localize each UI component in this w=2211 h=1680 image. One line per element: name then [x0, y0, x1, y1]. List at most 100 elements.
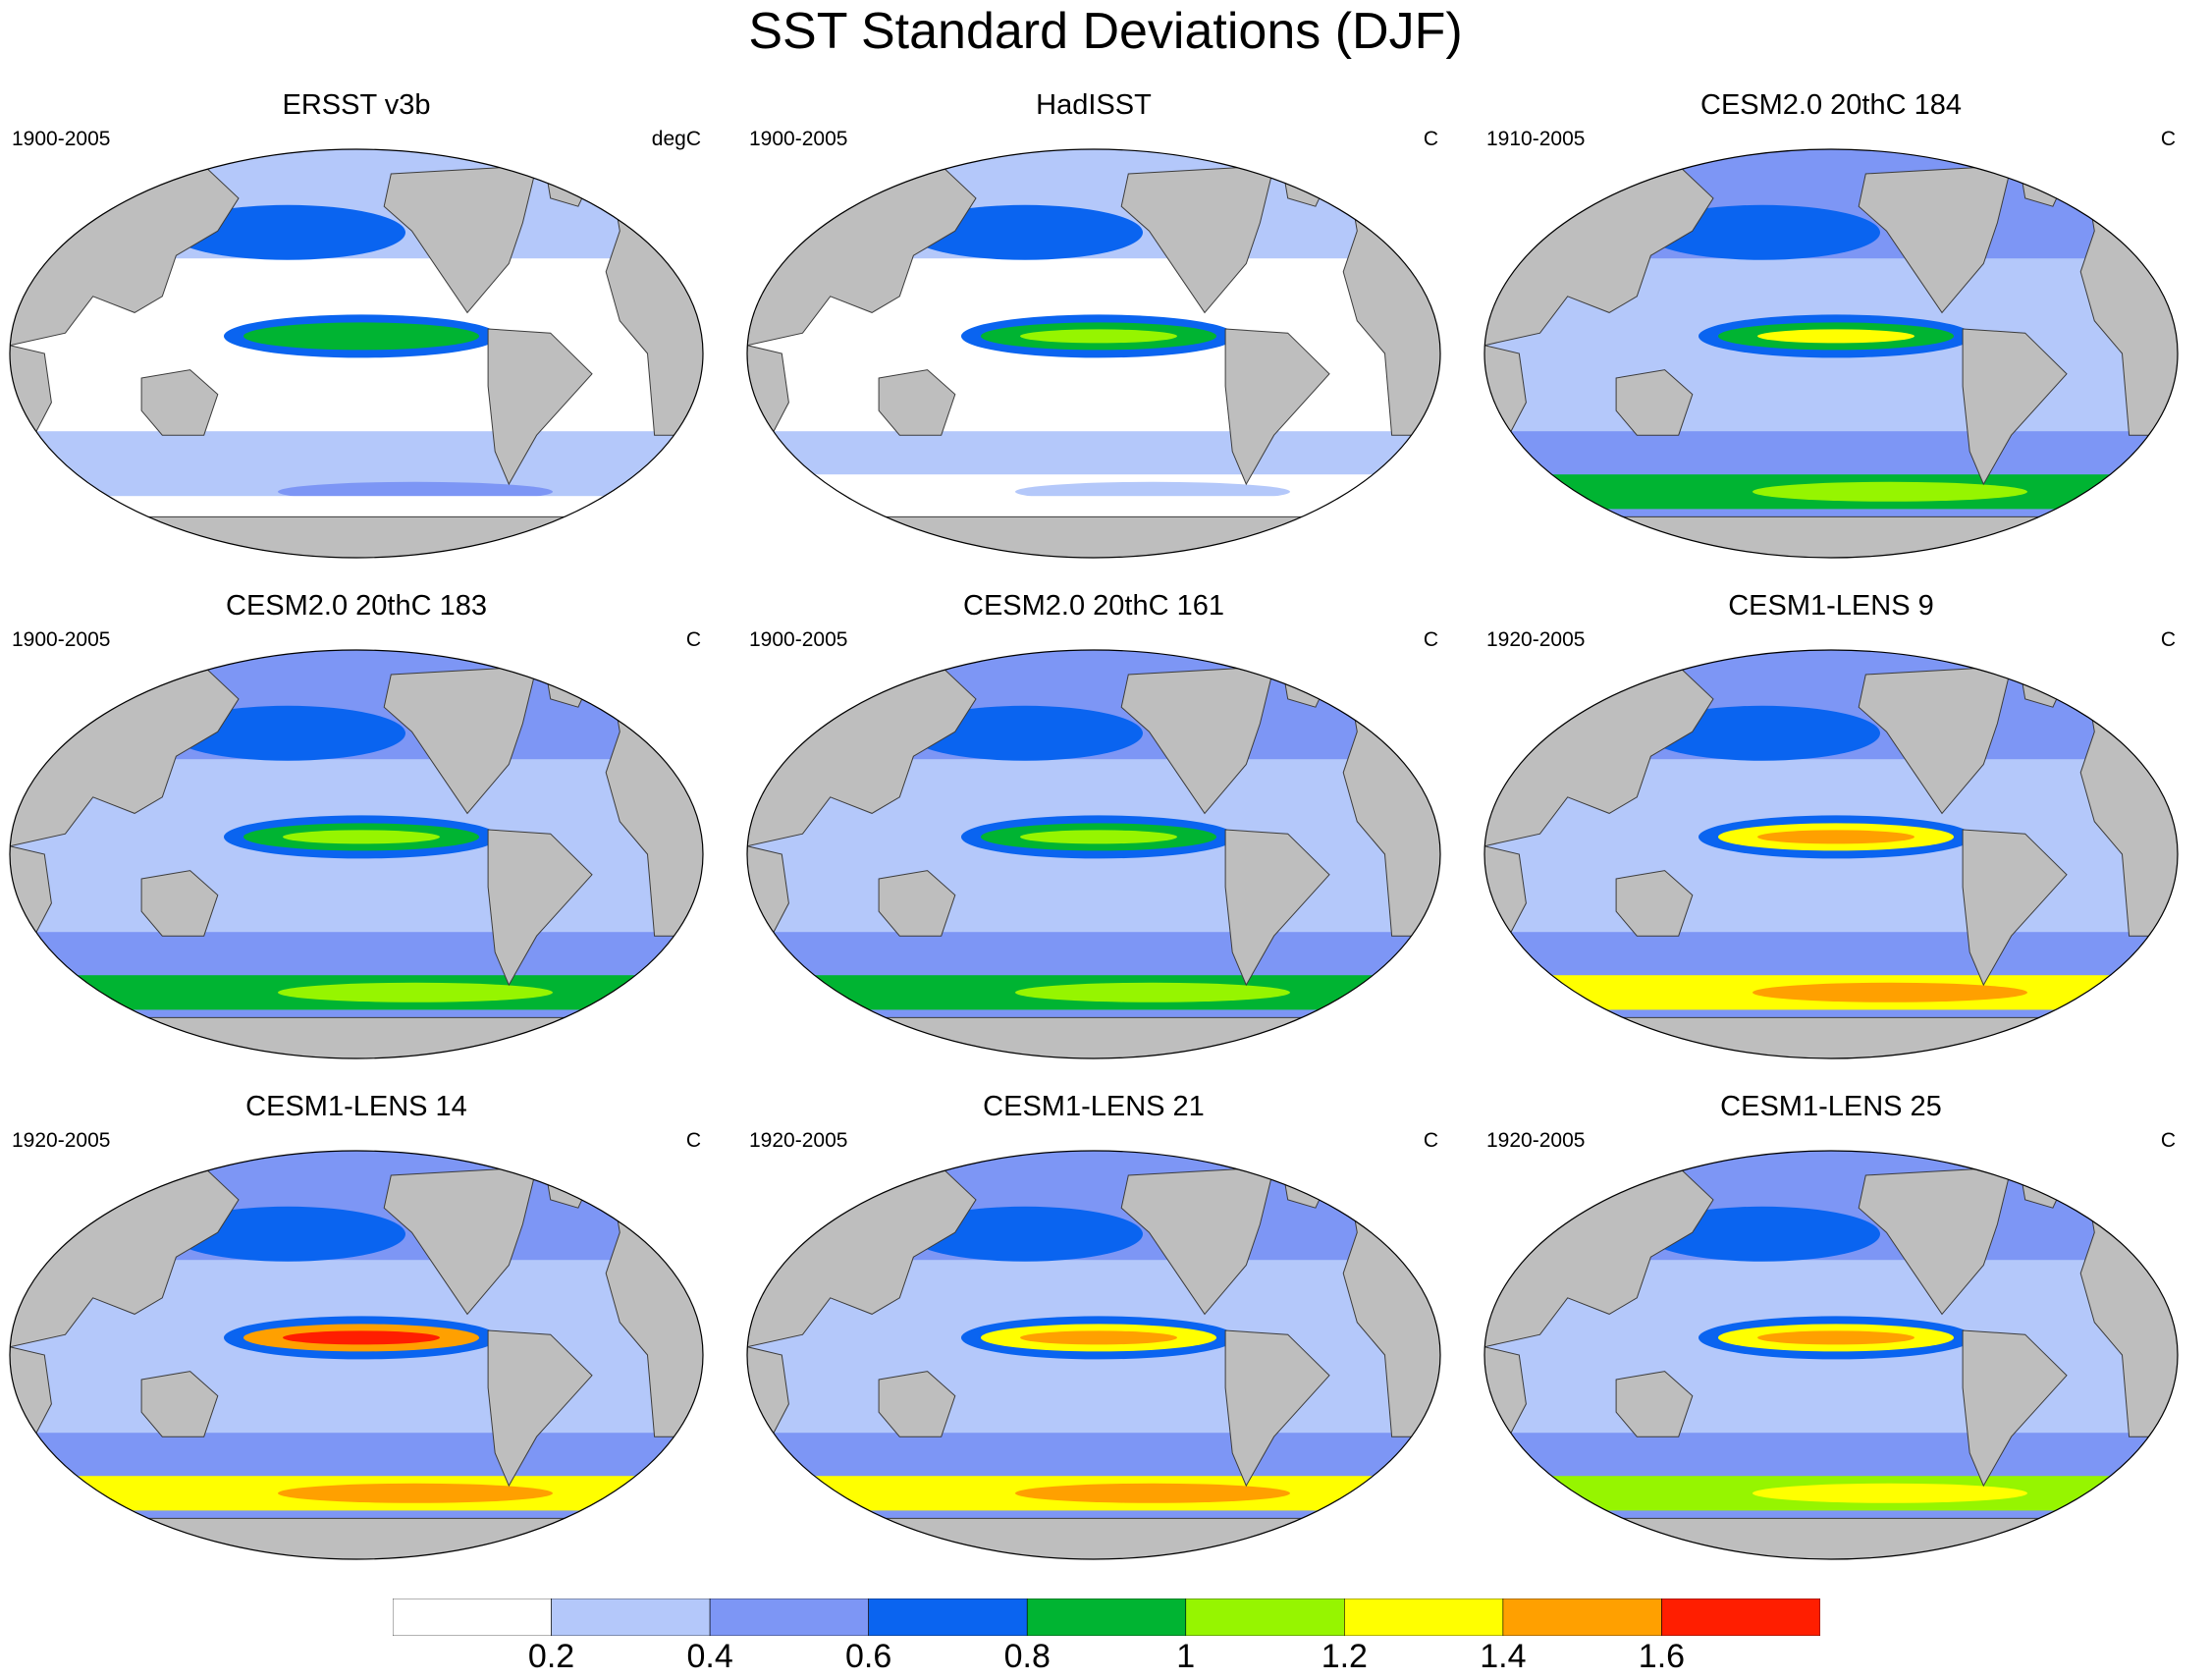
panel-units: degC: [651, 128, 701, 150]
land-mass: [383, 666, 538, 815]
land-mass: [1120, 666, 1275, 815]
panel-units: C: [2160, 128, 2176, 150]
land-mass: [2017, 1158, 2075, 1209]
sst-map: [746, 649, 1441, 1059]
panel-period: 1910-2005: [1486, 128, 1586, 150]
land-mass: [1962, 829, 2068, 987]
enso-core: [1757, 1330, 1914, 1345]
land-mass: [10, 1517, 703, 1559]
land-mass: [1858, 1166, 2013, 1316]
sst-map: [9, 1150, 704, 1560]
sst-map: [1483, 649, 2179, 1059]
panel-units: C: [1423, 1129, 1438, 1152]
land-mass: [747, 1517, 1440, 1559]
sst-map: [9, 148, 704, 559]
panel-period: 1900-2005: [12, 128, 111, 150]
land-mass: [878, 1371, 956, 1437]
panel-units: C: [2160, 628, 2176, 651]
land-mass: [1858, 165, 2013, 314]
colorbar-swatch: [1026, 1599, 1187, 1636]
land-mass: [2017, 156, 2075, 207]
land-mass: [140, 369, 219, 436]
land-mass: [10, 1016, 703, 1058]
land-mass: [1279, 156, 1337, 207]
enso-core: [1020, 329, 1177, 344]
map-panel: CESM2.0 20thC 184 1910-2005 C: [1475, 88, 2187, 559]
map-panel: HadISST 1900-2005 C: [737, 88, 1450, 559]
land-mass: [1484, 1016, 2178, 1058]
colorbar-swatch: [868, 1599, 1028, 1636]
land-mass: [1279, 657, 1337, 708]
panel-title: CESM2.0 20thC 184: [1700, 89, 1962, 121]
panel-period: 1920-2005: [749, 1129, 848, 1152]
panel-period: 1900-2005: [749, 628, 848, 651]
sst-map: [9, 649, 704, 1059]
land-mass: [1120, 165, 1275, 314]
land-mass: [1224, 328, 1330, 486]
map-panel: CESM1-LENS 9 1920-2005 C: [1475, 589, 2187, 1059]
land-mass: [878, 369, 956, 436]
land-mass: [1615, 369, 1694, 436]
land-mass: [1279, 1158, 1337, 1209]
land-mass: [1224, 829, 1330, 987]
land-mass: [10, 515, 703, 558]
enso-core: [283, 1330, 440, 1345]
map-border: [746, 148, 1441, 559]
panel-title: CESM1-LENS 21: [983, 1091, 1205, 1122]
panel-units: C: [1423, 128, 1438, 150]
colorbar-tick-label: 0.2: [527, 1638, 575, 1675]
land-mass: [1224, 1329, 1330, 1488]
enso-core: [1020, 1330, 1177, 1345]
panel-title: CESM1-LENS 14: [245, 1091, 467, 1122]
map-panel: CESM1-LENS 25 1920-2005 C: [1475, 1090, 2187, 1560]
map-panel: ERSST v3b 1900-2005 degC: [0, 88, 713, 559]
land-mass: [383, 165, 538, 314]
panel-period: 1900-2005: [12, 628, 111, 651]
map-border: [746, 1150, 1441, 1560]
enso-core: [1020, 830, 1177, 844]
colorbar-tick-label: 1.6: [1638, 1638, 1686, 1675]
land-mass: [878, 870, 956, 937]
panel-period: 1920-2005: [1486, 1129, 1586, 1152]
land-mass: [1484, 1517, 2178, 1559]
land-mass: [383, 1166, 538, 1316]
colorbar-tick-label: 0.4: [686, 1638, 733, 1675]
enso-tongue: [243, 322, 479, 351]
colorbar-tick-label: 1.4: [1480, 1638, 1527, 1675]
colorbar-swatch: [393, 1599, 552, 1636]
panel-title: CESM2.0 20thC 183: [226, 590, 487, 622]
map-panel: CESM1-LENS 21 1920-2005 C: [737, 1090, 1450, 1560]
land-mass: [542, 657, 600, 708]
sst-map: [746, 1150, 1441, 1560]
map-panel: CESM2.0 20thC 161 1900-2005 C: [737, 589, 1450, 1059]
colorbar-swatch: [1185, 1599, 1345, 1636]
panel-units: C: [1423, 628, 1438, 651]
land-mass: [747, 515, 1440, 558]
panel-units: C: [685, 1129, 701, 1152]
map-border: [9, 148, 704, 559]
land-mass: [487, 829, 593, 987]
map-border: [1483, 1150, 2179, 1560]
map-panel: CESM1-LENS 14 1920-2005 C: [0, 1090, 713, 1560]
sst-map: [746, 148, 1441, 559]
panel-period: 1900-2005: [749, 128, 848, 150]
land-mass: [542, 156, 600, 207]
land-mass: [140, 1371, 219, 1437]
enso-core: [1757, 329, 1914, 344]
panel-title: CESM1-LENS 9: [1728, 590, 1934, 622]
colorbar-swatch: [1502, 1599, 1662, 1636]
panel-units: C: [2160, 1129, 2176, 1152]
sst-map: [1483, 1150, 2179, 1560]
land-mass: [1858, 666, 2013, 815]
map-panel: CESM2.0 20thC 183 1900-2005 C: [0, 589, 713, 1059]
colorbar-swatch: [1344, 1599, 1504, 1636]
land-mass: [140, 870, 219, 937]
land-mass: [1615, 870, 1694, 937]
panel-title: HadISST: [1036, 89, 1152, 121]
land-mass: [487, 328, 593, 486]
colorbar-swatch: [551, 1599, 711, 1636]
map-border: [1483, 148, 2179, 559]
colorbar-tick-label: 0.8: [1003, 1638, 1051, 1675]
colorbar-tick-label: 0.6: [845, 1638, 892, 1675]
land-mass: [1615, 1371, 1694, 1437]
